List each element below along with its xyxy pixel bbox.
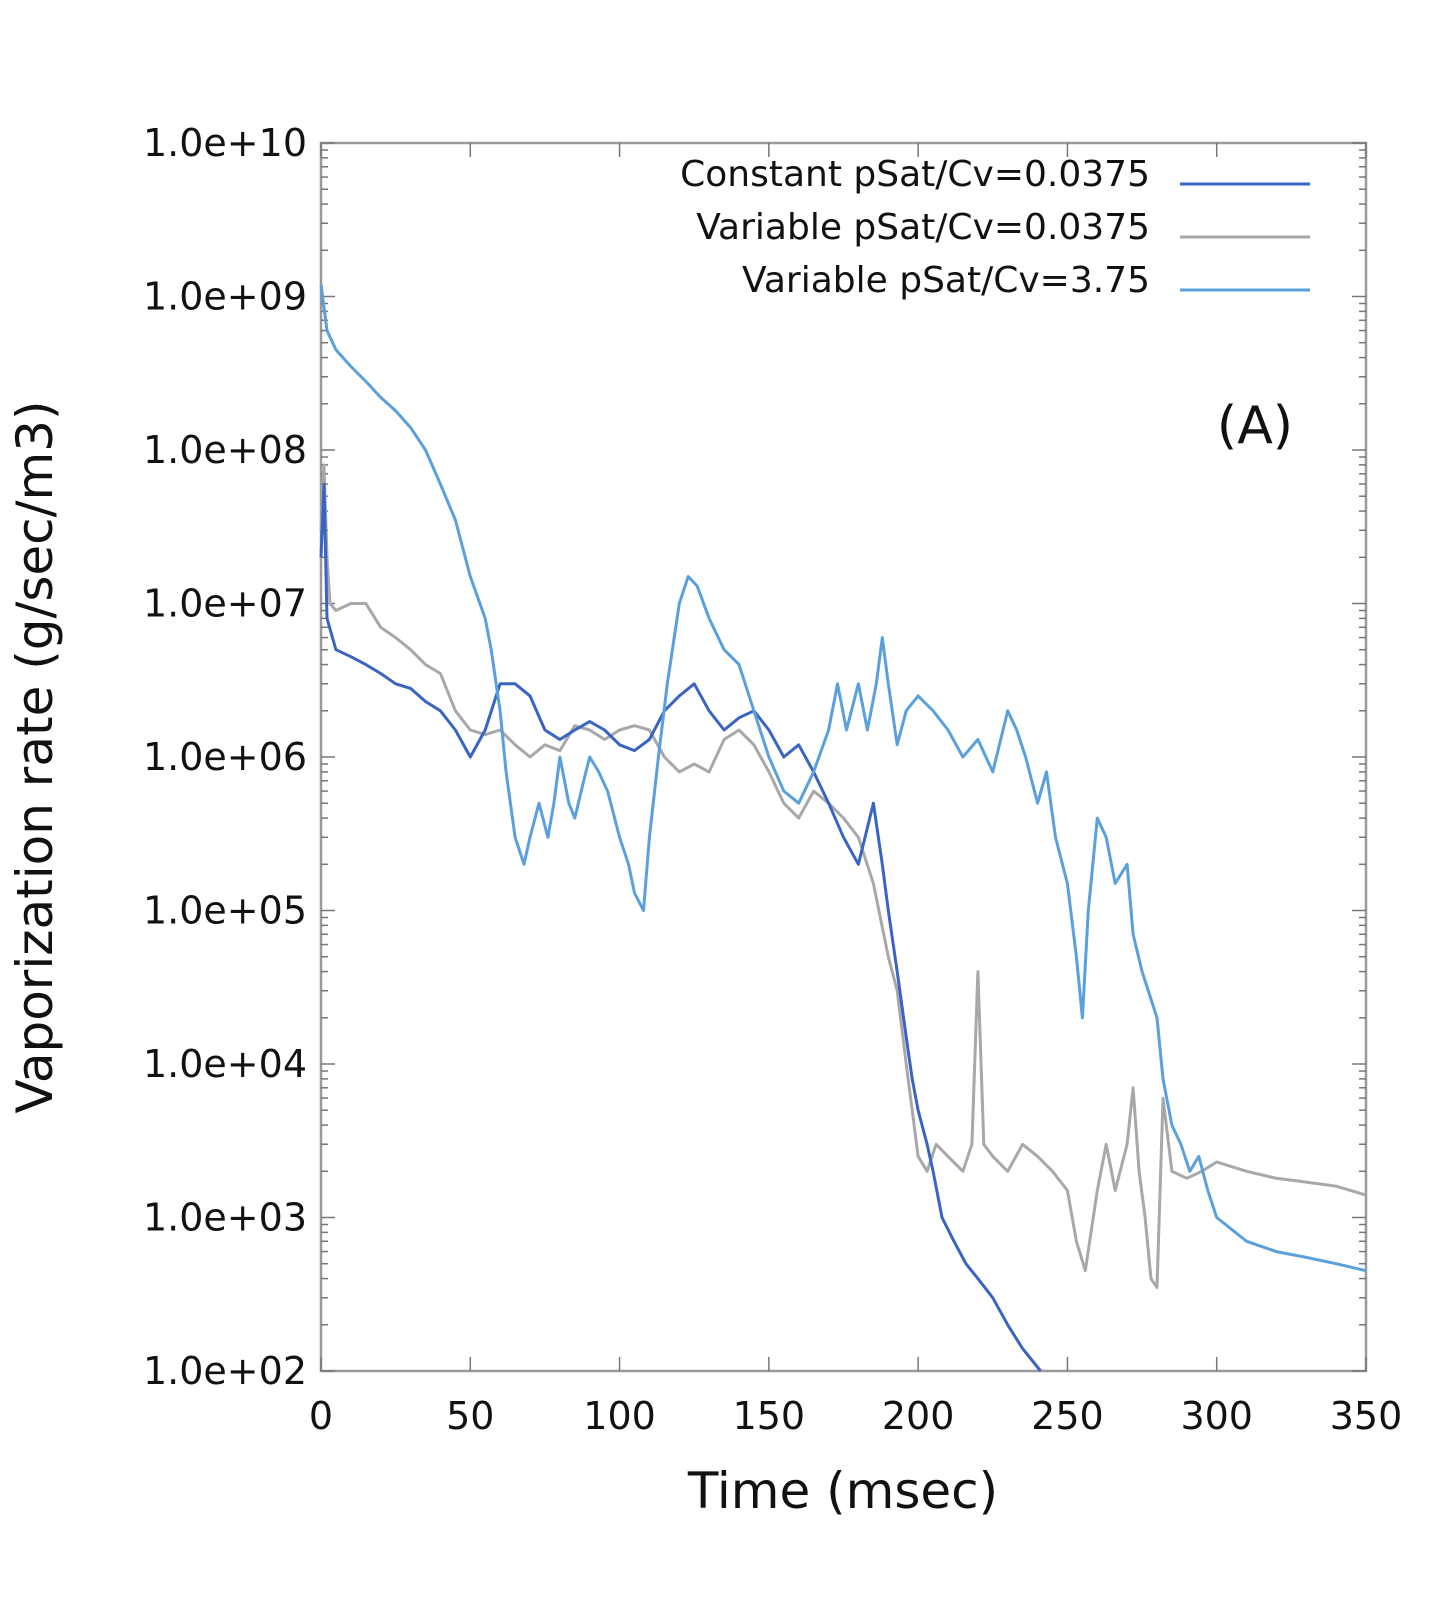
series-line-3 — [319, 284, 1367, 1273]
y-tick-label: 1.0e+09 — [143, 275, 307, 319]
y-tick-label: 1.0e+02 — [143, 1349, 307, 1393]
series-layer — [319, 284, 1367, 1372]
x-tick-label: 300 — [1180, 1394, 1253, 1438]
y-tick-label: 1.0e+05 — [143, 889, 307, 933]
x-tick-label: 200 — [882, 1394, 955, 1438]
axis-ticks — [320, 142, 1367, 1372]
series-line-2 — [319, 463, 1367, 1289]
x-tick-label: 250 — [1031, 1394, 1104, 1438]
x-axis-title: Time (msec) — [687, 1462, 998, 1520]
x-tick-label: 100 — [583, 1394, 656, 1438]
legend-label: Variable pSat/Cv=3.75 — [742, 260, 1150, 301]
x-tick-label: 0 — [309, 1394, 333, 1438]
y-tick-label: 1.0e+04 — [143, 1042, 307, 1086]
y-tick-labels: 1.0e+02 1.0e+03 1.0e+04 1.0e+05 1.0e+06 1.0e+… — [143, 121, 307, 1393]
y-tick-label: 1.0e+06 — [143, 735, 307, 779]
y-tick-label: 1.0e+03 — [143, 1196, 307, 1240]
y-tick-label: 1.0e+10 — [143, 121, 307, 165]
plot-frame — [319, 141, 1368, 1373]
legend: Constant pSat/Cv=0.0375 Variable pSat/Cv=… — [680, 154, 1310, 301]
panel-label: (A) — [1217, 396, 1293, 456]
y-tick-label: 1.0e+08 — [143, 428, 307, 472]
legend-label: Variable pSat/Cv=0.0375 — [696, 207, 1150, 248]
x-tick-labels: 0 50 100 150 200 250 300 350 — [309, 1394, 1402, 1438]
series-line-1 — [319, 482, 1042, 1372]
y-axis-title: Vaporization rate (g/sec/m3) — [6, 400, 64, 1113]
x-tick-label: 50 — [446, 1394, 494, 1438]
x-tick-label: 350 — [1330, 1394, 1403, 1438]
legend-label: Constant pSat/Cv=0.0375 — [680, 154, 1150, 195]
y-tick-label: 1.0e+07 — [143, 582, 307, 626]
x-tick-label: 150 — [733, 1394, 806, 1438]
